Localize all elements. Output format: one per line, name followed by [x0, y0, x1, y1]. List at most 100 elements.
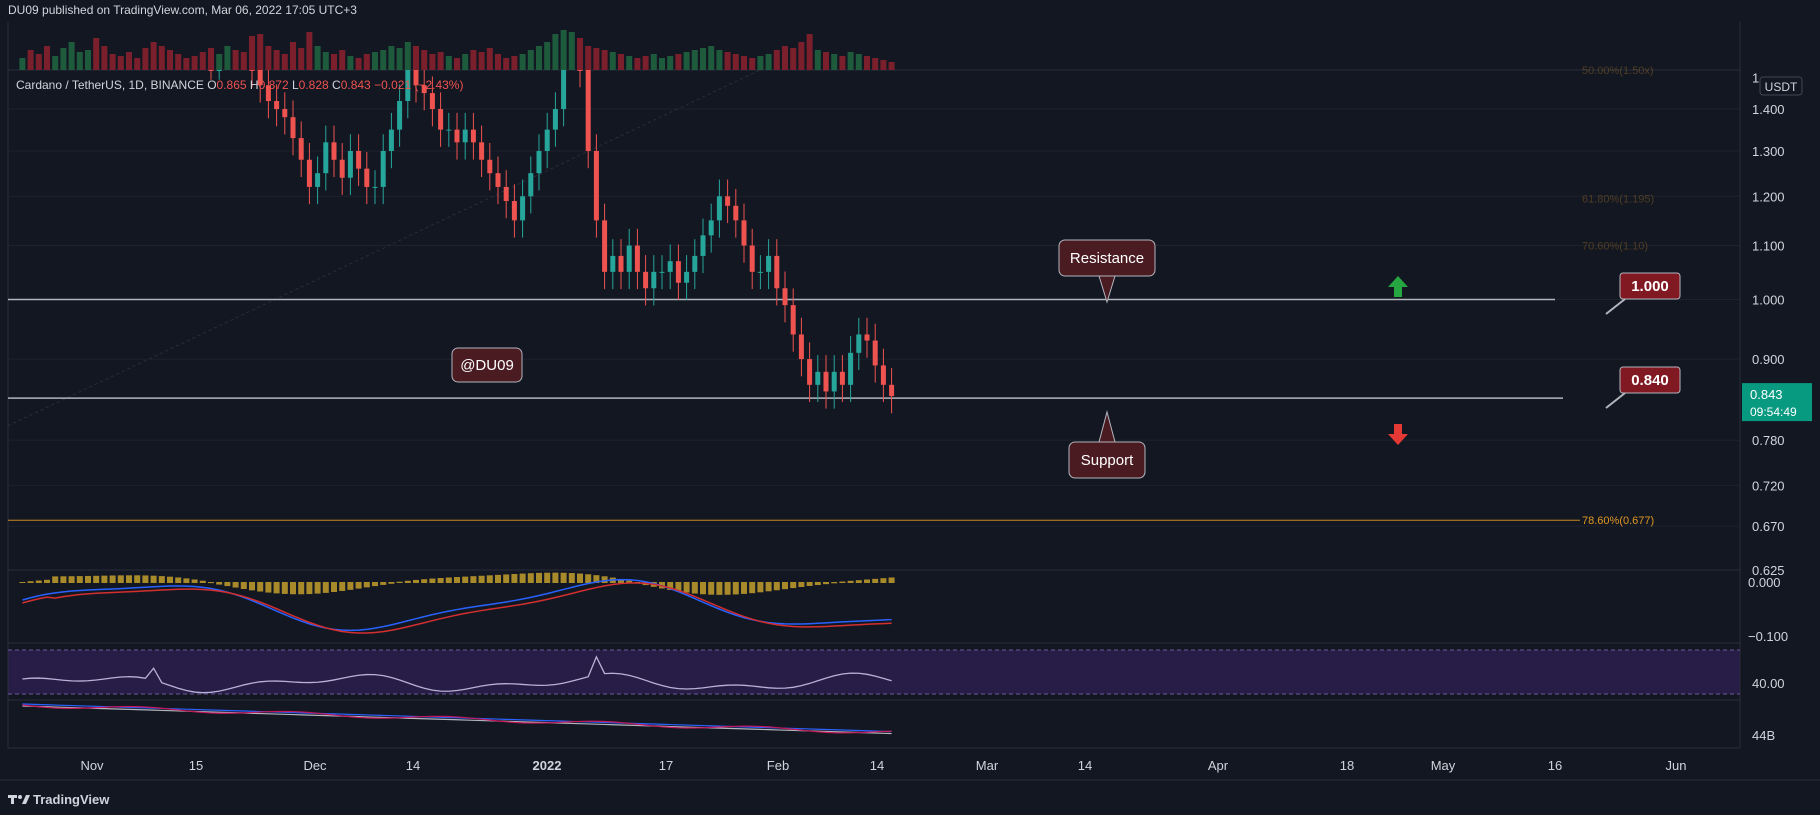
macd-histogram-bar: [806, 582, 813, 586]
time-tick-label: 16: [1548, 758, 1562, 773]
price-chart[interactable]: 50.00%(1.50x) 61.80%(1.195) 70.60%(1.10) 78…: [0, 22, 1820, 785]
macd-histogram-bar: [675, 582, 682, 592]
volume-bar: [126, 52, 132, 70]
open-label: O: [207, 78, 217, 92]
macd-histogram-bar: [839, 581, 846, 583]
macd-histogram-bar: [486, 575, 493, 583]
author-tag-box: [451, 347, 523, 383]
volume-bar: [667, 56, 674, 70]
macd-histogram-bar: [372, 582, 378, 587]
volume-bar: [478, 52, 485, 70]
volume-bar: [724, 52, 731, 70]
volume-bar: [19, 58, 26, 70]
candle-body: [725, 196, 731, 206]
volume-bar: [503, 58, 510, 70]
volume-bar: [322, 52, 329, 70]
tradingview-logo[interactable]: TradingView: [8, 792, 109, 807]
candle-body: [651, 271, 657, 289]
candles: [208, 70, 895, 414]
time-tick-label: Dec: [303, 758, 327, 773]
macd-histogram-bar: [790, 582, 797, 589]
candle-body: [479, 142, 485, 160]
volume-bar: [142, 48, 149, 70]
candle-body: [585, 70, 591, 151]
candle-body: [716, 196, 722, 221]
volume-bar: [85, 50, 91, 70]
macd-histogram-bar: [626, 580, 633, 583]
candle-body: [257, 70, 263, 86]
candle-body: [380, 150, 386, 187]
price-axis: 1. 1.400 1.300 1.200 1.100 1.000 0.900 0.780 0.7…: [1742, 71, 1812, 743]
volume-bar: [585, 46, 592, 70]
macd-histogram-bar: [347, 582, 354, 590]
macd-histogram-bar: [454, 577, 460, 583]
macd-histogram-bar: [150, 575, 157, 583]
volume-bar: [101, 46, 108, 70]
volume-bar: [872, 58, 879, 70]
candle-body: [774, 255, 780, 289]
volume-bar: [199, 52, 206, 70]
volume-bar: [339, 50, 346, 70]
time-tick-label: Mar: [976, 758, 999, 773]
volume-bar: [495, 54, 501, 70]
volume-bar: [183, 58, 190, 70]
macd-histogram-bar: [544, 572, 551, 583]
macd-histogram-bar: [273, 582, 280, 594]
macd-histogram-bar: [880, 578, 887, 583]
time-tick-label: Jun: [1666, 758, 1687, 773]
fib-label: 78.60%(0.677): [1582, 515, 1654, 527]
time-tick-label: 14: [870, 758, 884, 773]
macd-histogram-bar: [741, 582, 747, 594]
time-tick-label: Apr: [1208, 758, 1229, 773]
volume-bar: [314, 46, 321, 70]
volume-bar: [216, 54, 223, 70]
candle-body: [798, 334, 804, 360]
price-tick-label: 1.000: [1752, 292, 1785, 307]
macd-histogram-bar: [363, 582, 370, 588]
rsi-line: [22, 655, 892, 694]
time-tick-label: 2022: [533, 758, 562, 773]
candle-body: [438, 109, 444, 130]
last-price-badge: [1742, 383, 1812, 422]
volume-bar: [290, 42, 296, 70]
volume-bar: [257, 34, 264, 70]
candle-body: [520, 196, 526, 221]
candle-body: [864, 334, 870, 341]
macd-histogram-bar: [191, 579, 198, 583]
macd-histogram-bar: [732, 582, 739, 595]
volume-bar: [273, 50, 280, 70]
macd-histogram-bar: [126, 575, 132, 583]
candle-body: [347, 150, 353, 178]
candle-body: [823, 371, 829, 392]
candle-body: [618, 255, 624, 272]
macd-histogram-bar: [470, 576, 477, 583]
volume-bar: [60, 48, 67, 70]
macd-histogram-bar: [864, 579, 870, 583]
publish-info: DU09 published on TradingView.com, Mar 0…: [8, 3, 357, 17]
candle-body: [249, 70, 255, 71]
candle-body: [487, 159, 493, 174]
candle-body: [552, 109, 558, 130]
volume-bar: [568, 32, 575, 70]
candle-body: [331, 142, 337, 160]
macd-histogram-bar: [536, 572, 542, 583]
volume-bar: [626, 56, 633, 70]
time-tick-label: 14: [406, 758, 420, 773]
volume-bar: [765, 54, 772, 70]
macd-histogram-bar: [462, 576, 469, 583]
volume-bar: [388, 46, 395, 70]
volume-bar: [716, 50, 723, 70]
macd-histogram-bar: [134, 575, 141, 583]
obv-line: [22, 704, 892, 734]
volume-bar: [240, 52, 247, 70]
volume-bar: [847, 52, 854, 70]
time-tick-label: Nov: [80, 758, 104, 773]
volume-bar: [536, 46, 542, 70]
candle-body: [889, 384, 895, 397]
volume-bar: [158, 46, 165, 70]
candle-body: [790, 305, 796, 335]
volume-bar: [782, 46, 788, 70]
volume-bar: [109, 54, 116, 70]
candle-body: [503, 186, 509, 202]
change-value: −0.021 (−2.43%): [374, 78, 464, 92]
